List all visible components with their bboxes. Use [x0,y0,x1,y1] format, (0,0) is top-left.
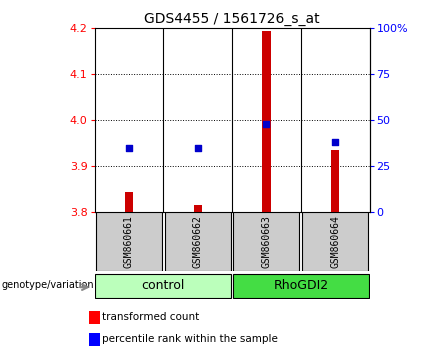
Text: GSM860662: GSM860662 [193,215,203,268]
Bar [88,311,100,324]
Bar [233,274,369,298]
Bar [95,274,231,298]
Text: RhoGDI2: RhoGDI2 [273,279,328,292]
Bar [88,333,100,346]
Text: genotype/variation: genotype/variation [2,280,95,290]
Bar [125,192,133,212]
Bar [234,212,300,271]
Point [194,145,201,151]
Point [332,139,339,145]
Bar [262,31,271,212]
Text: GSM860664: GSM860664 [330,215,340,268]
Point [263,121,270,127]
Text: control: control [142,279,185,292]
Text: GSM860661: GSM860661 [124,215,134,268]
Bar [331,150,339,212]
Text: GSM860663: GSM860663 [261,215,271,268]
Bar [302,212,368,271]
Text: percentile rank within the sample: percentile rank within the sample [102,335,278,344]
Bar [194,206,202,212]
Text: transformed count: transformed count [102,312,199,322]
Bar [96,212,162,271]
Title: GDS4455 / 1561726_s_at: GDS4455 / 1561726_s_at [144,12,320,26]
Bar [165,212,231,271]
Point [125,145,132,151]
